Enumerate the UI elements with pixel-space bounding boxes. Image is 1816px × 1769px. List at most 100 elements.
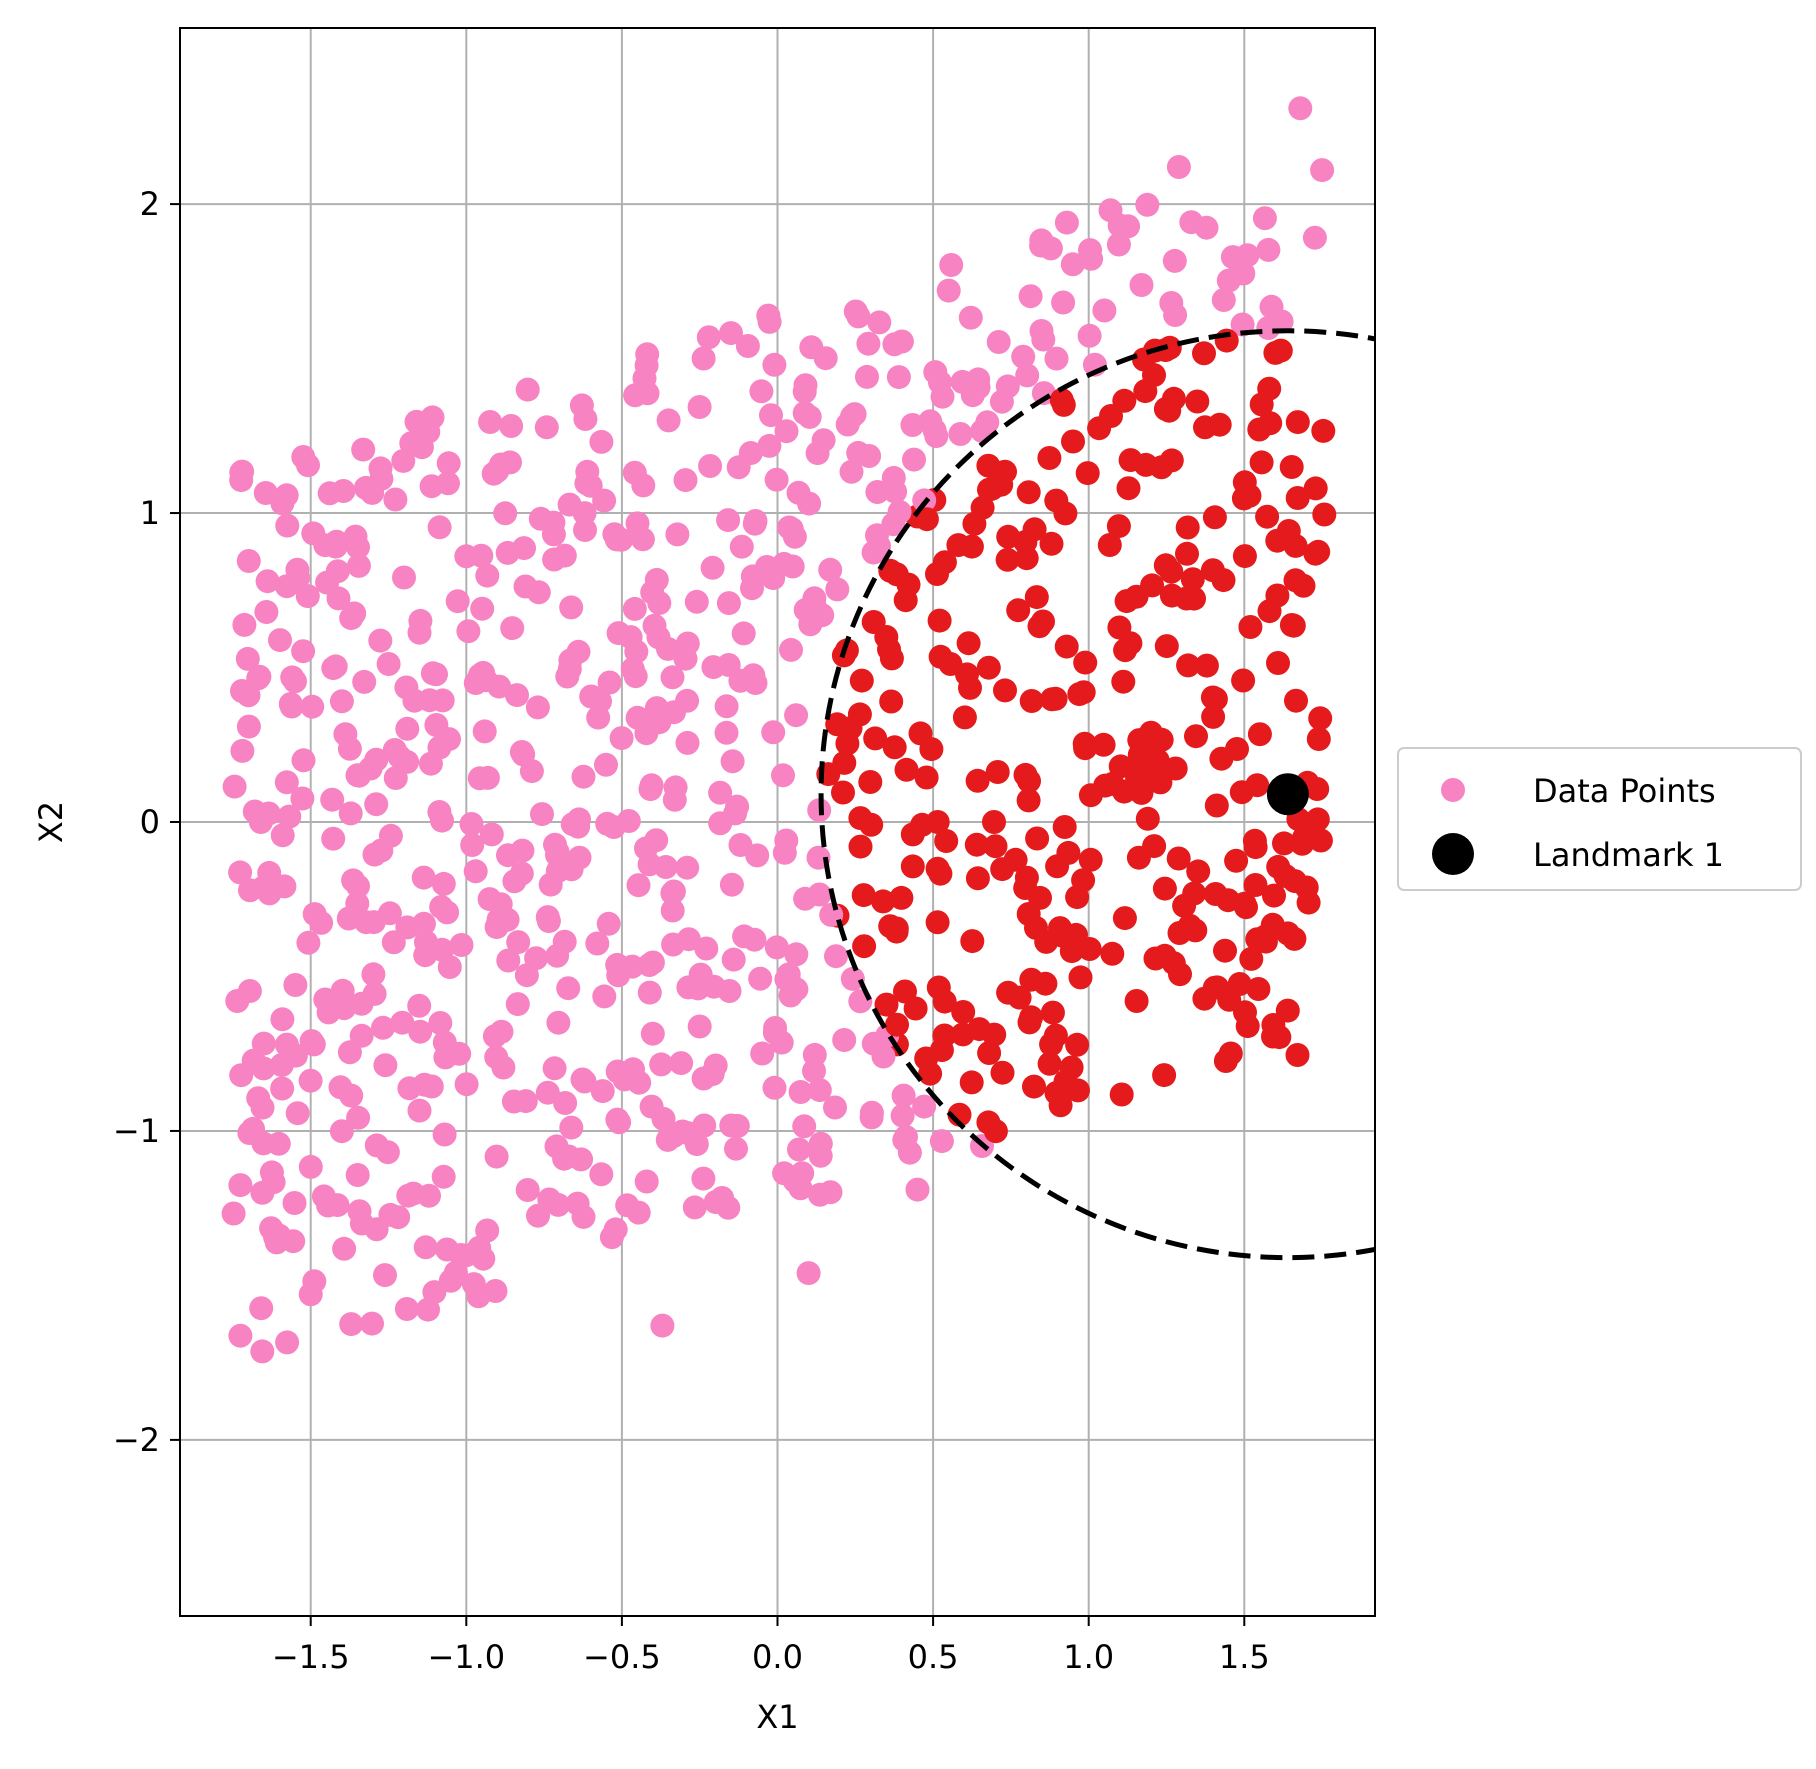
data-point <box>1044 346 1069 371</box>
data-point <box>1051 290 1076 315</box>
point-near-landmark <box>1053 501 1078 526</box>
data-point <box>339 606 364 631</box>
point-near-landmark <box>1054 634 1079 659</box>
data-point <box>249 1296 274 1321</box>
data-point <box>454 1072 479 1097</box>
data-point <box>1310 158 1335 183</box>
point-near-landmark <box>1279 455 1304 479</box>
data-point <box>396 1183 421 1208</box>
data-point <box>774 419 799 444</box>
data-point <box>663 775 688 800</box>
data-point <box>378 1202 403 1227</box>
data-point <box>571 1204 596 1229</box>
point-near-landmark <box>1025 826 1050 851</box>
data-point <box>1098 198 1123 223</box>
data-point <box>675 730 700 755</box>
data-point <box>1106 232 1131 257</box>
data-point <box>859 1105 884 1130</box>
data-point <box>618 625 643 650</box>
data-point <box>923 360 948 385</box>
data-point <box>277 804 302 829</box>
point-near-landmark <box>1224 848 1249 873</box>
point-near-landmark <box>1059 1055 1084 1080</box>
point-near-landmark <box>885 1012 909 1037</box>
data-point <box>272 874 297 899</box>
data-point <box>413 1235 438 1260</box>
point-near-landmark <box>932 1023 957 1048</box>
data-point <box>865 480 890 504</box>
point-near-landmark <box>1016 902 1041 926</box>
data-point <box>772 840 797 865</box>
data-point <box>601 815 626 839</box>
point-near-landmark <box>950 1022 975 1047</box>
data-point <box>545 943 570 968</box>
point-near-landmark <box>852 934 877 959</box>
point-near-landmark <box>1106 514 1131 539</box>
point-near-landmark <box>1296 890 1321 915</box>
data-point <box>279 694 304 719</box>
data-point <box>912 1094 937 1119</box>
data-point <box>502 869 527 894</box>
data-point <box>792 379 817 404</box>
point-near-landmark <box>1204 793 1229 818</box>
data-point <box>373 1053 398 1078</box>
x-tick-label: 0.5 <box>908 1638 959 1676</box>
data-point <box>597 670 622 695</box>
x-tick-label: −1.0 <box>427 1638 505 1676</box>
data-point <box>634 721 659 746</box>
data-point <box>417 1183 441 1208</box>
data-point <box>493 501 518 526</box>
data-point <box>270 823 295 848</box>
data-point <box>544 1134 569 1159</box>
point-near-landmark <box>982 810 1006 834</box>
point-near-landmark <box>976 1110 1001 1135</box>
data-point <box>313 533 338 558</box>
data-point <box>530 802 554 827</box>
data-point <box>285 1101 310 1126</box>
data-point <box>708 780 733 805</box>
data-point <box>871 1044 896 1069</box>
point-near-landmark <box>1149 455 1174 480</box>
data-point <box>270 1076 295 1101</box>
data-point <box>792 401 817 426</box>
data-point <box>486 907 511 932</box>
point-near-landmark <box>1285 410 1310 435</box>
landmark-radius-layer <box>818 328 1375 1260</box>
data-point <box>339 1312 364 1337</box>
data-point <box>640 1021 665 1046</box>
data-point <box>291 639 316 664</box>
point-near-landmark <box>1142 363 1166 388</box>
point-near-landmark <box>1006 598 1031 623</box>
y-axis-ticks: −2 −1 0 1 2 <box>113 185 180 1459</box>
y-tick-label: 0 <box>140 803 160 841</box>
data-point <box>656 408 681 433</box>
data-point <box>467 766 492 791</box>
point-near-landmark <box>825 712 850 737</box>
data-point <box>570 1067 595 1092</box>
data-point <box>732 924 757 949</box>
data-point <box>428 1011 453 1035</box>
data-point <box>793 597 818 622</box>
data-point <box>515 377 540 402</box>
data-point <box>360 1311 384 1336</box>
data-point <box>939 253 964 277</box>
point-near-landmark <box>1135 806 1160 831</box>
data-point <box>347 763 372 788</box>
data-point <box>589 429 614 454</box>
point-near-landmark <box>1100 941 1125 966</box>
point-near-landmark <box>1019 689 1044 713</box>
data-point <box>721 947 746 972</box>
x-tick-label: −1.5 <box>272 1638 350 1676</box>
data-point <box>622 596 647 621</box>
data-point <box>484 1045 509 1070</box>
data-point <box>454 544 479 569</box>
data-point <box>329 1119 354 1144</box>
data-point <box>729 534 754 559</box>
y-tick-label: −1 <box>113 1112 160 1150</box>
data-point <box>642 613 667 638</box>
data-point <box>650 1313 675 1338</box>
data-point <box>283 973 308 997</box>
data-point <box>361 962 386 987</box>
data-point <box>799 335 824 360</box>
point-near-landmark <box>1202 505 1227 530</box>
